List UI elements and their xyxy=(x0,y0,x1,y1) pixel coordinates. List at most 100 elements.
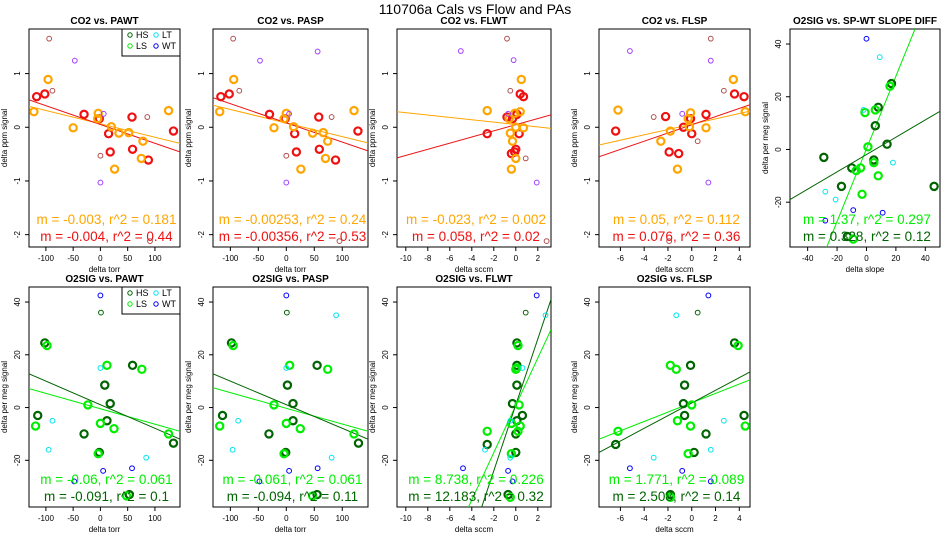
legend-box xyxy=(121,286,181,315)
data-point-lt xyxy=(507,417,514,424)
data-point-hs xyxy=(168,438,179,448)
data-point-hs xyxy=(929,181,939,192)
y-tick-label: 20 xyxy=(583,350,592,359)
data-point-hs xyxy=(739,91,749,102)
y-tick-label: -2 xyxy=(13,231,22,239)
data-point-wt xyxy=(509,478,516,485)
x-tick-label: -100 xyxy=(38,514,55,523)
y-axis-label: delta per meg signal xyxy=(184,361,193,433)
fit-line-ls xyxy=(29,105,180,144)
data-point-lt xyxy=(143,454,150,461)
x-tick-label: 2 xyxy=(536,254,541,263)
data-point-hs xyxy=(511,447,521,458)
data-point-ls xyxy=(613,105,623,115)
data-point-ls xyxy=(281,418,292,429)
data-point-ls xyxy=(323,136,333,146)
fit-annotation-ls: m = 1.771, r^2 = 0.089 xyxy=(609,472,744,487)
data-point-wt xyxy=(283,292,290,299)
data-point-ls xyxy=(93,108,103,119)
plot-title: CO2 vs. PASP xyxy=(257,16,324,27)
data-point-wt xyxy=(71,478,78,485)
data-point-ls xyxy=(513,340,523,351)
y-tick-label: -20 xyxy=(197,454,206,466)
plot-frame xyxy=(598,286,751,508)
x-tick-label: 0 xyxy=(284,254,289,263)
data-point-hs xyxy=(330,155,341,165)
data-point-ls xyxy=(163,105,174,116)
plot-frame xyxy=(789,28,941,248)
plot-co2-flsp: CO2 vs. FLSP -6 -4 -2 0 2 4 -2 -1 0 1 delta sccm del… xyxy=(570,16,751,274)
fit-line-ls xyxy=(29,388,180,432)
data-point-ls xyxy=(43,74,53,85)
legend-label-lt: LT xyxy=(162,288,172,298)
data-point-lt xyxy=(522,155,529,162)
x-tick-label: 100 xyxy=(336,254,350,263)
x-tick-label: 40 xyxy=(921,254,930,263)
data-point-ls xyxy=(349,429,359,439)
fit-line-ls xyxy=(397,111,551,129)
data-point-wt xyxy=(533,292,540,299)
data-point-lt xyxy=(144,114,151,120)
x-tick-label: 0 xyxy=(514,254,519,263)
data-point-wt xyxy=(457,48,464,54)
y-tick-label: 0 xyxy=(381,124,390,129)
data-point-ls xyxy=(685,421,696,431)
y-tick-label: -2 xyxy=(381,231,390,239)
data-point-ls xyxy=(92,113,103,124)
data-point-wt xyxy=(97,179,104,186)
data-point-ls xyxy=(42,340,52,351)
plot-title: O2SIG vs. FLSP xyxy=(637,274,713,285)
data-point-ls xyxy=(870,105,880,115)
data-point-wt xyxy=(460,465,466,472)
data-point-ls xyxy=(506,449,517,459)
data-point-ls xyxy=(733,340,743,351)
plot-title: CO2 vs. FLSP xyxy=(642,16,708,27)
plot-o2sig-flwt: O2SIG vs. FLWT-10 -8 -6 -4 -2 0 2-2002040delta… xyxy=(368,274,552,534)
data-point-lt xyxy=(707,446,714,453)
legend-label-lt: LT xyxy=(162,30,172,40)
x-tick-label: -50 xyxy=(67,254,79,263)
x-tick-label: -2 xyxy=(664,254,672,263)
legend-marker-wt xyxy=(153,43,159,49)
data-point-ls xyxy=(136,153,146,164)
y-axis-label: delta ppm signal xyxy=(368,109,377,167)
x-tick-label: 100 xyxy=(148,254,162,263)
plot-frame xyxy=(212,286,369,508)
data-point-hs xyxy=(312,360,322,371)
data-point-wt xyxy=(257,57,263,64)
data-point-lt xyxy=(235,417,242,424)
data-point-hs xyxy=(264,109,275,120)
data-point-lt xyxy=(236,87,243,94)
data-point-ls xyxy=(848,234,858,244)
fit-line-ls xyxy=(599,110,750,146)
data-point-lt xyxy=(49,87,56,94)
data-point-hs xyxy=(291,147,302,157)
x-tick-label: -50 xyxy=(67,514,79,523)
fit-annotation-hs: m = 2.508, r^2 = 0.14 xyxy=(613,489,741,504)
x-tick-label: -6 xyxy=(446,254,454,263)
data-point-ls xyxy=(228,340,238,351)
data-point-ls xyxy=(873,171,883,181)
data-point-hs xyxy=(610,126,621,136)
x-tick-label: -6 xyxy=(617,254,625,263)
data-point-ls xyxy=(860,107,870,118)
data-point-ls xyxy=(513,426,523,436)
data-point-lt xyxy=(328,454,335,461)
data-point-hs xyxy=(679,380,690,390)
data-point-ls xyxy=(516,74,527,85)
x-tick-label: 4 xyxy=(737,254,742,263)
data-point-wt xyxy=(822,217,829,224)
data-point-ls xyxy=(296,164,306,174)
data-point-lt xyxy=(650,454,657,461)
data-point-lt xyxy=(507,87,514,94)
data-point-wt xyxy=(505,110,512,117)
plot-frame xyxy=(396,28,552,248)
y-axis-label: delta ppm signal xyxy=(184,109,193,167)
data-point-ls xyxy=(138,136,148,146)
x-tick-label: -2 xyxy=(490,254,498,263)
fit-annotation-hs: m = 0.328, r^2 = 0.12 xyxy=(803,229,931,244)
data-point-wt xyxy=(283,179,290,186)
y-tick-label: 0 xyxy=(13,405,22,410)
y-tick-label: -1 xyxy=(583,177,592,185)
